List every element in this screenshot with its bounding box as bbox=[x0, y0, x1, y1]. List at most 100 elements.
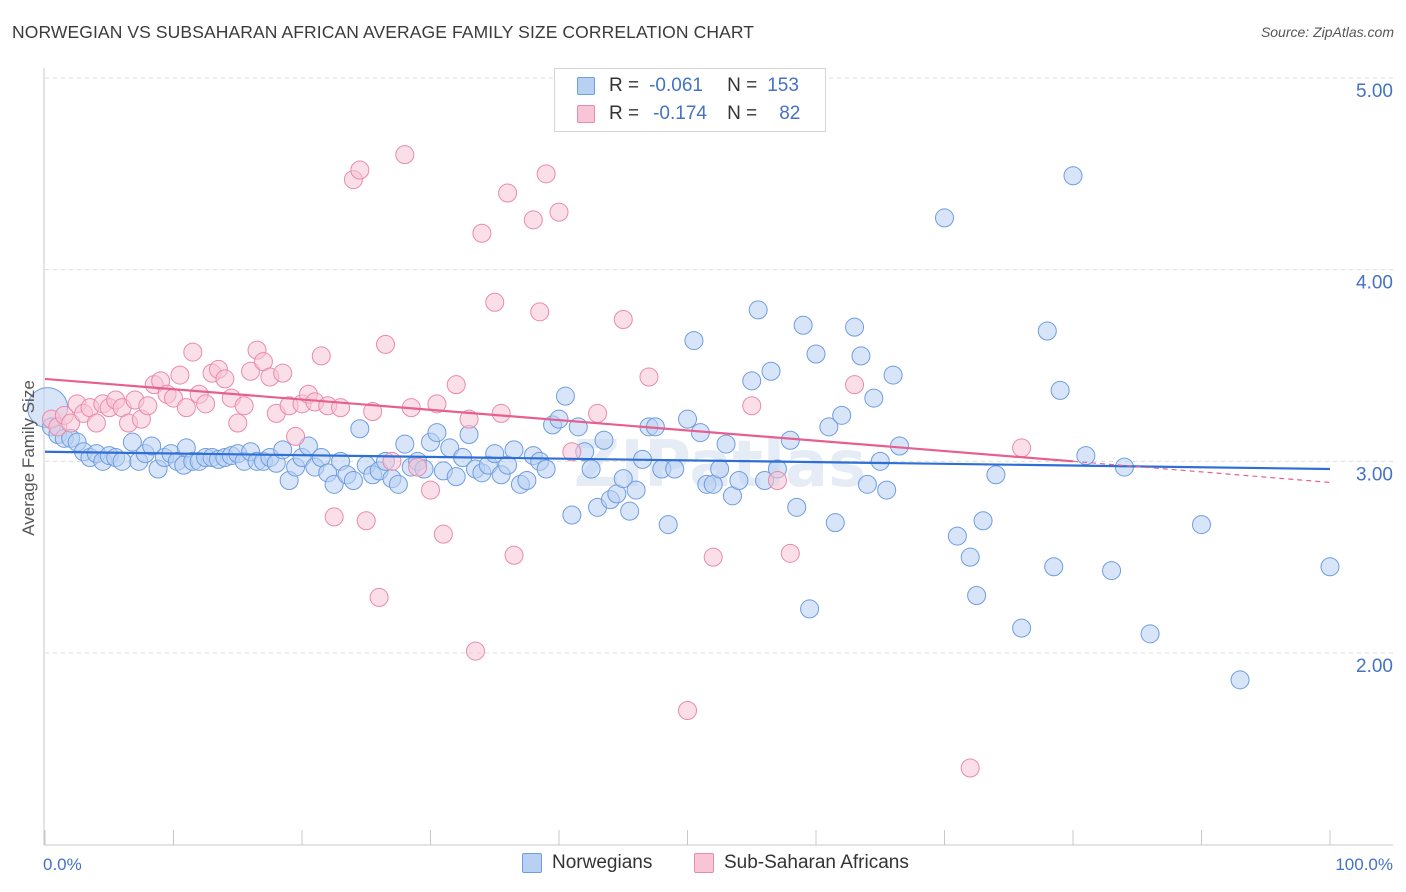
norwegians-point bbox=[581, 459, 601, 479]
legend-row-norwegians: R = -0.061 N = 153 bbox=[577, 74, 799, 98]
subsaharan-point bbox=[356, 511, 376, 531]
x-tick-min: 0.0% bbox=[43, 855, 82, 874]
subsaharan-point bbox=[408, 457, 428, 477]
subsaharan-point bbox=[562, 442, 582, 462]
norwegians-point bbox=[1230, 670, 1250, 690]
x-tick-max: 100.0% bbox=[1335, 855, 1393, 874]
norwegians-point bbox=[845, 317, 865, 337]
norwegians-point bbox=[748, 300, 768, 320]
norwegians-trend-line bbox=[44, 450, 1331, 471]
legend-n-value: 82 bbox=[779, 103, 801, 124]
norwegians-point bbox=[427, 423, 447, 443]
legend-r-value: -0.061 bbox=[649, 75, 703, 96]
subsaharan-trend-line bbox=[44, 377, 1074, 463]
norwegians-point bbox=[761, 361, 781, 381]
norwegians-point bbox=[870, 451, 890, 471]
norwegians-point bbox=[517, 470, 537, 490]
subsaharan-point bbox=[433, 524, 453, 544]
y-tick-label: 2.00 bbox=[1356, 656, 1393, 677]
norwegians-point bbox=[658, 515, 678, 535]
subsaharan-point bbox=[176, 398, 196, 418]
subsaharan-point bbox=[588, 403, 608, 423]
norwegians-point bbox=[742, 371, 762, 391]
legend-n-label: N = bbox=[727, 103, 758, 124]
subsaharan-trend-extension bbox=[1072, 460, 1331, 484]
subsaharan-point bbox=[703, 547, 723, 567]
subsaharan-point bbox=[536, 164, 556, 184]
norwegians-point bbox=[562, 505, 582, 525]
subsaharan-point bbox=[459, 409, 479, 429]
subsaharan-point bbox=[241, 361, 261, 381]
norwegians-point bbox=[536, 459, 556, 479]
norwegians-point bbox=[710, 459, 730, 479]
legend-n-value: 153 bbox=[767, 75, 799, 96]
legend-r-label: R = bbox=[609, 103, 640, 124]
subsaharan-point bbox=[549, 202, 569, 222]
legend-swatch-norwegians bbox=[522, 853, 542, 873]
subsaharan-point bbox=[767, 470, 787, 490]
norwegians-point bbox=[555, 386, 575, 406]
subsaharan-point bbox=[678, 701, 697, 721]
subsaharan-point bbox=[472, 223, 492, 243]
legend-swatch-norwegians bbox=[577, 77, 595, 95]
subsaharan-point bbox=[196, 394, 216, 414]
subsaharan-point bbox=[215, 369, 235, 389]
norwegians-point bbox=[864, 388, 884, 408]
norwegians-point bbox=[350, 419, 370, 439]
subsaharan-point bbox=[491, 403, 511, 423]
norwegians-point bbox=[825, 513, 845, 533]
subsaharan-point bbox=[395, 145, 415, 165]
norwegians-point bbox=[324, 474, 344, 494]
legend-item-norwegians[interactable]: Norwegians bbox=[522, 852, 652, 874]
norwegians-point bbox=[973, 511, 993, 531]
subsaharan-point bbox=[376, 334, 396, 354]
norwegians-point bbox=[857, 474, 877, 494]
norwegians-point bbox=[986, 465, 1006, 485]
y-tick-labels: 2.00 3.00 4.00 5.00 bbox=[1356, 81, 1393, 677]
subsaharan-point bbox=[1012, 438, 1032, 458]
y-axis-label: Average Family Size bbox=[19, 380, 38, 536]
norwegians-point bbox=[729, 470, 749, 490]
legend-row-subsaharan: R = -0.174 N = 82 bbox=[577, 102, 800, 126]
legend-swatch-subsaharan bbox=[577, 105, 595, 123]
legend-n-label: N = bbox=[727, 75, 758, 96]
subsaharan-point bbox=[234, 396, 254, 416]
norwegians-point bbox=[1044, 557, 1064, 577]
norwegians-point bbox=[1076, 446, 1096, 466]
subsaharan-point bbox=[183, 342, 203, 362]
norwegians-point bbox=[716, 434, 736, 454]
subsaharan-point bbox=[485, 292, 505, 312]
subsaharan-point bbox=[427, 394, 447, 414]
norwegians-point bbox=[684, 331, 704, 351]
norwegians-point bbox=[819, 417, 839, 437]
norwegians-point bbox=[1012, 618, 1032, 638]
legend-item-subsaharan[interactable]: Sub-Saharan Africans bbox=[694, 852, 909, 874]
norwegians-point bbox=[626, 480, 646, 500]
subsaharan-point bbox=[498, 183, 518, 203]
norwegians-point bbox=[960, 547, 980, 567]
y-tick-label: 4.00 bbox=[1356, 273, 1393, 294]
norwegians-point bbox=[388, 474, 408, 494]
subsaharan-point bbox=[530, 302, 550, 322]
subsaharan-point bbox=[780, 543, 800, 563]
stats-legend: R = -0.061 N = 153 R = -0.174 N = 82 bbox=[554, 68, 826, 132]
subsaharan-point bbox=[61, 413, 81, 433]
norwegians-point bbox=[1102, 561, 1122, 581]
norwegians-point bbox=[793, 315, 813, 335]
y-tick-label: 3.00 bbox=[1356, 464, 1393, 485]
subsaharan-point bbox=[845, 375, 865, 395]
norwegians-point bbox=[620, 501, 640, 521]
norwegians-point bbox=[935, 208, 954, 228]
subsaharan-point bbox=[170, 365, 190, 385]
subsaharan-point bbox=[369, 587, 389, 607]
subsaharan-point bbox=[286, 426, 306, 446]
norwegians-point bbox=[504, 440, 524, 460]
subsaharan-point bbox=[311, 346, 331, 366]
subsaharan-point bbox=[504, 545, 524, 565]
subsaharan-point bbox=[86, 413, 106, 433]
norwegians-point bbox=[832, 405, 852, 425]
y-tick-label: 5.00 bbox=[1356, 81, 1393, 102]
subsaharan-point bbox=[446, 375, 466, 395]
norwegians-point bbox=[446, 467, 466, 487]
